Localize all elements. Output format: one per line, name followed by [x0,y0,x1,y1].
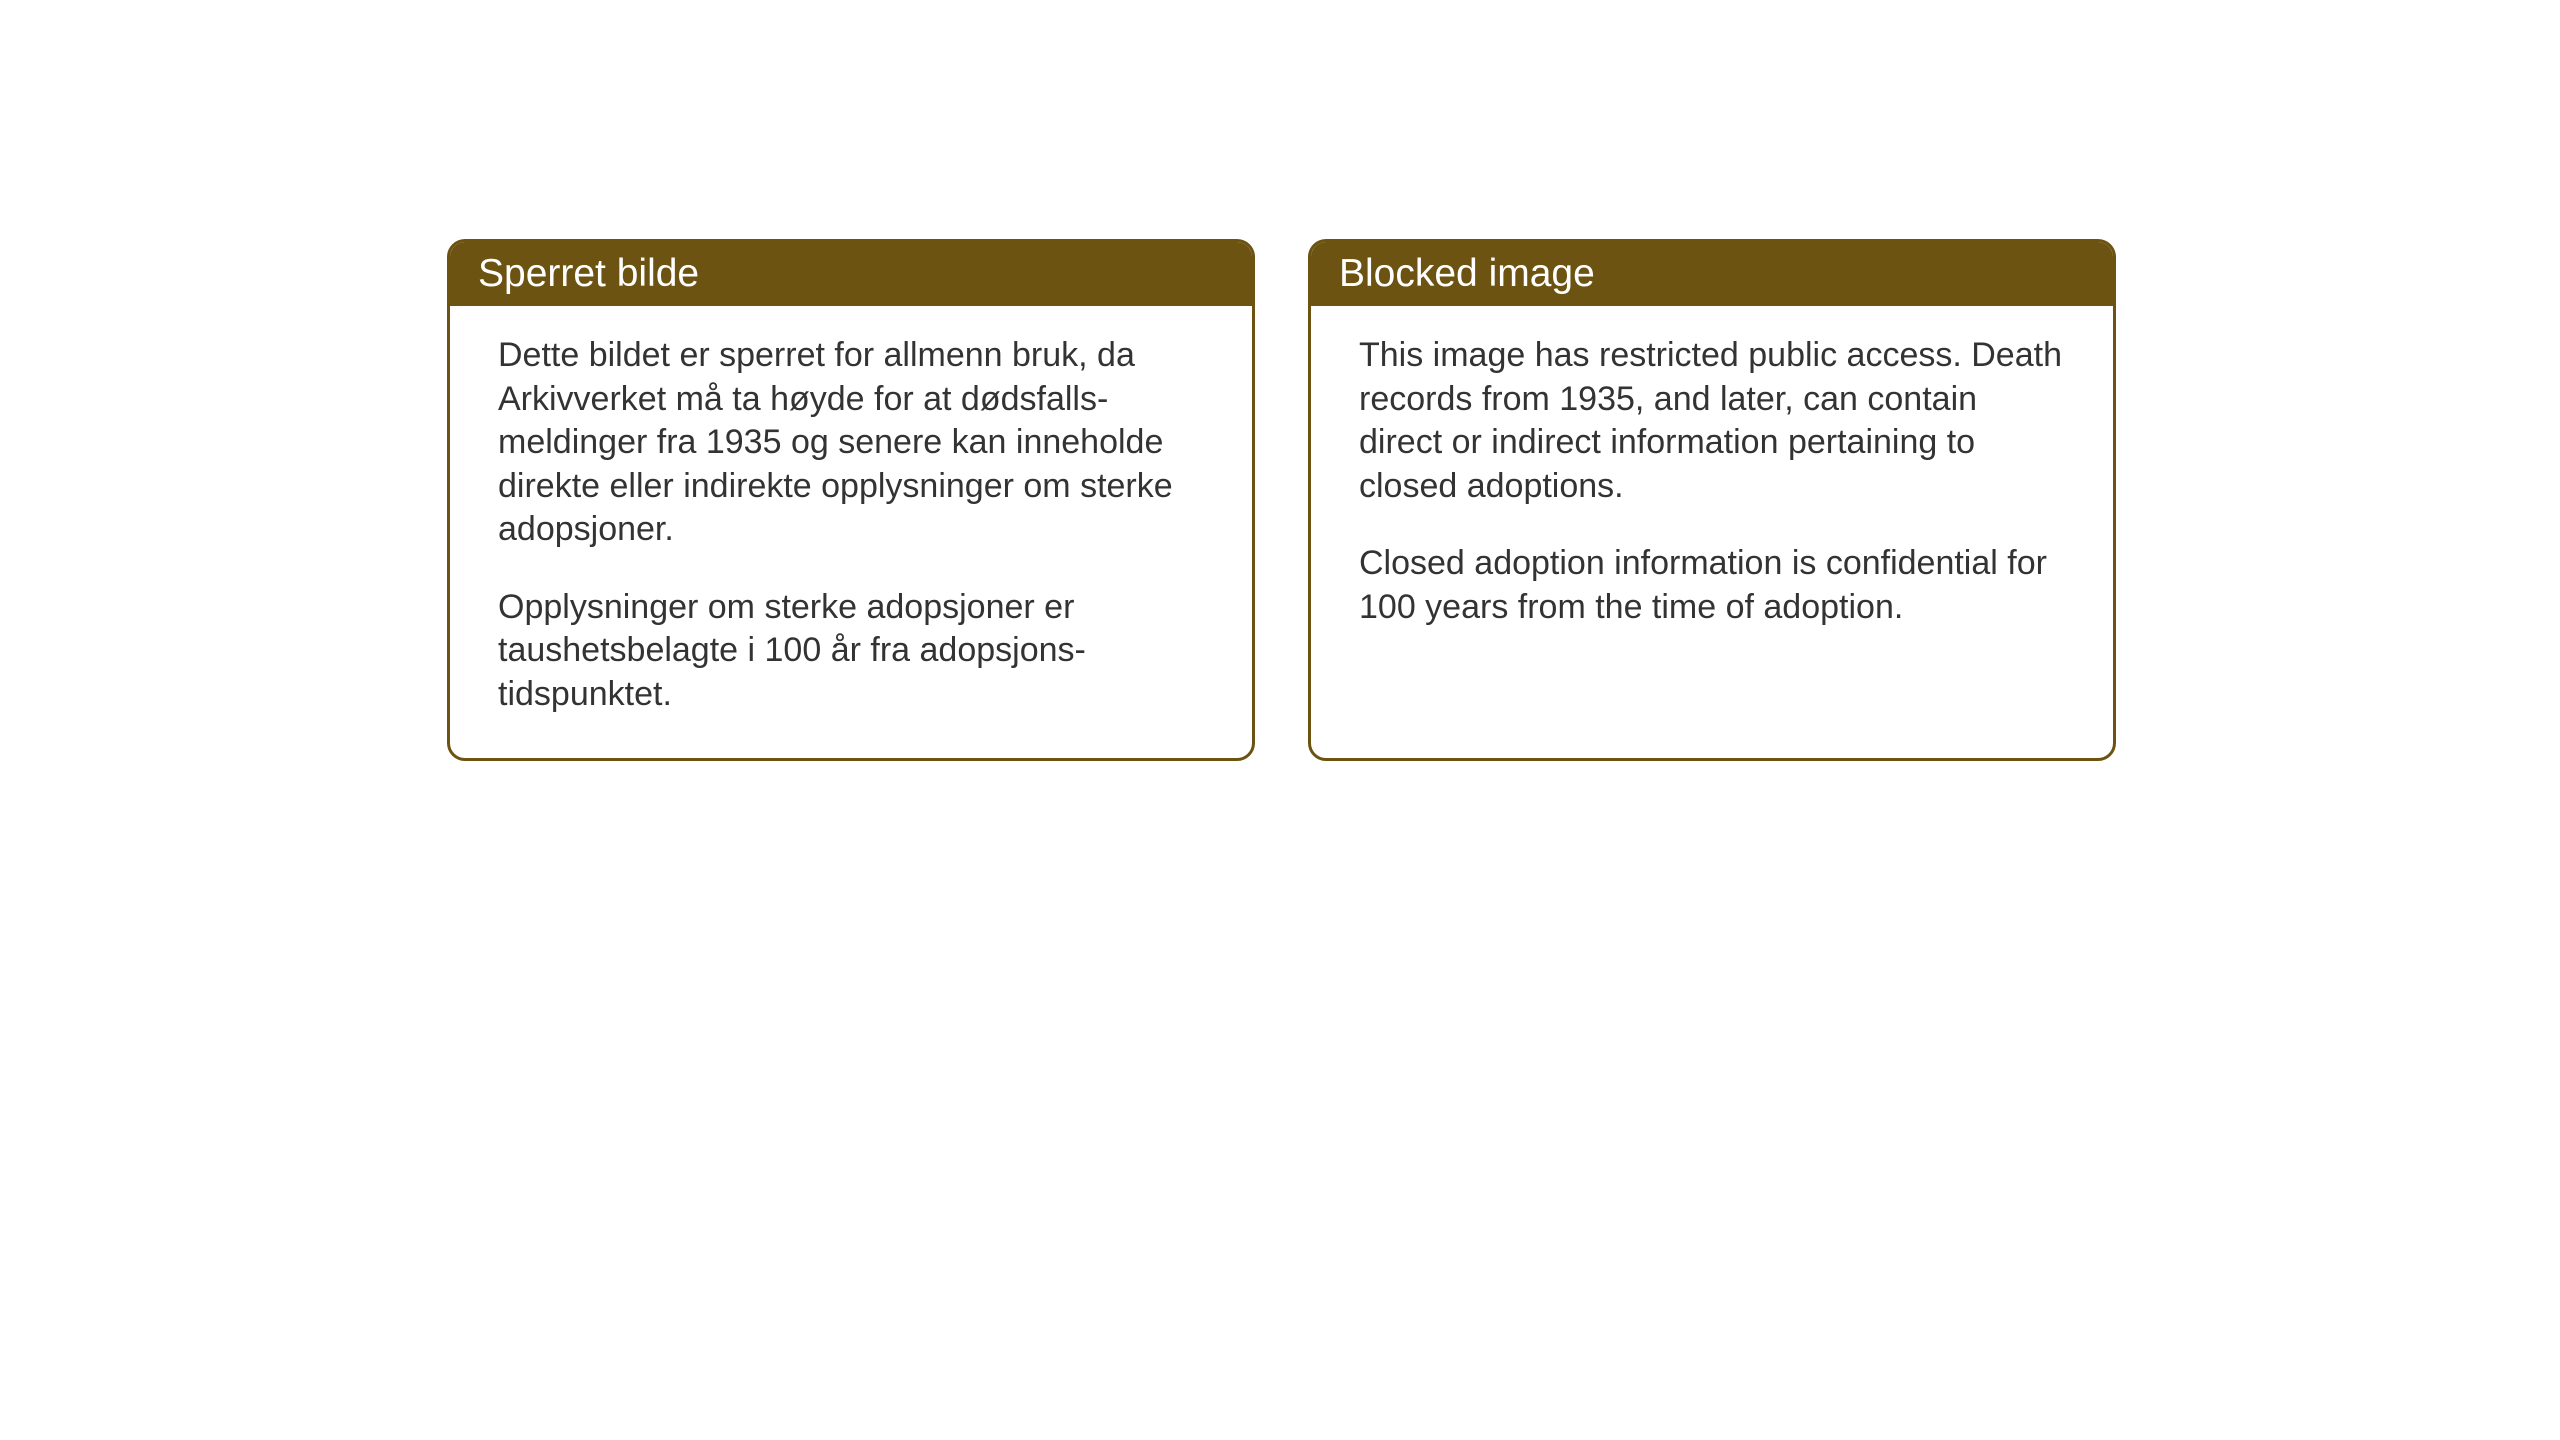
notice-container: Sperret bilde Dette bildet er sperret fo… [447,239,2116,761]
paragraph-english-1: This image has restricted public access.… [1359,334,2065,508]
card-header-english: Blocked image [1311,242,2113,306]
notice-card-english: Blocked image This image has restricted … [1308,239,2116,761]
paragraph-norwegian-1: Dette bildet er sperret for allmenn bruk… [498,334,1204,552]
notice-card-norwegian: Sperret bilde Dette bildet er sperret fo… [447,239,1255,761]
paragraph-english-2: Closed adoption information is confident… [1359,542,2065,629]
paragraph-norwegian-2: Opplysninger om sterke adopsjoner er tau… [498,586,1204,717]
card-header-norwegian: Sperret bilde [450,242,1252,306]
card-body-english: This image has restricted public access.… [1311,306,2113,671]
card-body-norwegian: Dette bildet er sperret for allmenn bruk… [450,306,1252,758]
